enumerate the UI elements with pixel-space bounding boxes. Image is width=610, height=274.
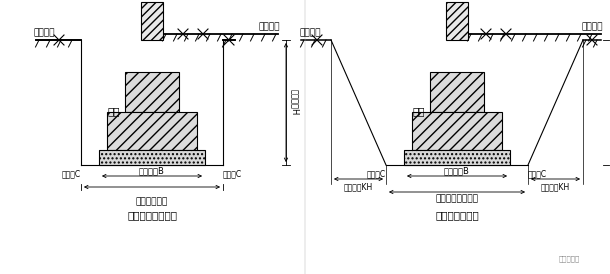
Bar <box>430 72 484 112</box>
Text: 不放坡的基槽断面: 不放坡的基槽断面 <box>127 210 177 220</box>
Text: 基槽开挖宽度: 基槽开挖宽度 <box>136 197 168 206</box>
Text: 基槽基底开挖宽度: 基槽基底开挖宽度 <box>436 194 478 203</box>
Text: 基础: 基础 <box>107 106 120 116</box>
Bar <box>99 150 205 165</box>
Text: 基础: 基础 <box>412 106 425 116</box>
Bar <box>107 112 197 150</box>
Bar <box>141 2 163 40</box>
Bar <box>125 72 179 112</box>
Text: 室内地坪: 室内地坪 <box>259 22 280 31</box>
Text: 工作面C: 工作面C <box>62 169 81 178</box>
Text: 工作面C: 工作面C <box>367 169 386 178</box>
Text: 放坡宽度KH: 放坡宽度KH <box>540 182 570 191</box>
Text: 工作面C: 工作面C <box>223 169 242 178</box>
Text: 室外地坪: 室外地坪 <box>34 28 56 37</box>
Text: 放坡宽度KH: 放坡宽度KH <box>343 182 373 191</box>
Bar <box>446 2 468 40</box>
Text: 室内地坪: 室内地坪 <box>581 22 603 31</box>
Text: 开挖深度H: 开挖深度H <box>290 89 299 115</box>
Text: 基础宽度B: 基础宽度B <box>139 166 165 175</box>
Bar <box>412 112 502 150</box>
Text: 室外地坪: 室外地坪 <box>299 28 320 37</box>
Bar <box>404 150 510 165</box>
Text: 放坡的基槽断面: 放坡的基槽断面 <box>435 210 479 220</box>
Text: 工作面C: 工作面C <box>528 169 547 178</box>
Text: 建筑大家园: 建筑大家园 <box>559 255 580 262</box>
Text: 基础宽度B: 基础宽度B <box>444 166 470 175</box>
